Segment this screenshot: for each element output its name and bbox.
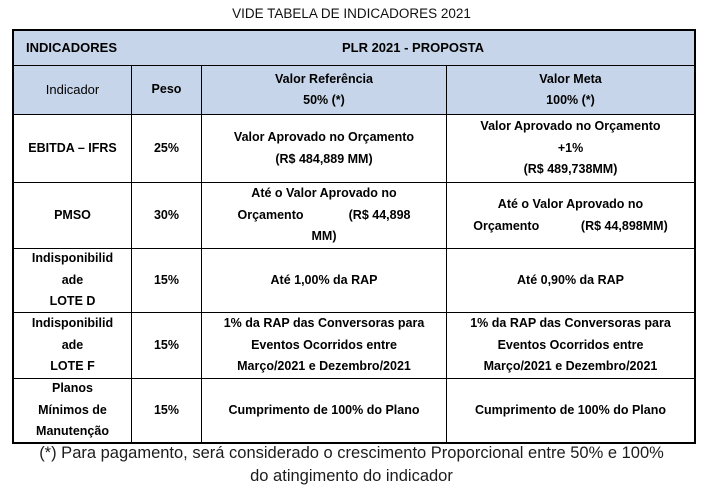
cell-line: Orçamento (R$ 44,898MM) — [473, 218, 668, 233]
cell-line: 50% (*) — [303, 93, 345, 107]
reference-value-cell: 1% da RAP das Conversoras para Eventos O… — [202, 313, 447, 378]
subheader-indicador-label: Indicador — [45, 82, 100, 98]
cell-line: Até o Valor Aprovado no — [497, 197, 644, 211]
meta-value-cell: Cumprimento de 100% do Plano — [447, 379, 694, 442]
header-proposta-label: PLR 2021 - PROPOSTA — [341, 40, 485, 56]
indicator-cell: EBITDA – IFRS — [14, 115, 132, 182]
table-row-pmso: PMSO 30% Até o Valor Aprovado no Orçamen… — [14, 183, 694, 249]
footnote-line-2: do atingimento do indicador — [250, 467, 453, 485]
footnote-line-1: (*) Para pagamento, será considerado o c… — [39, 444, 664, 462]
cell-line: Mínimos de — [38, 402, 107, 417]
subheader-cell-valor-referencia: Valor Referência 50% (*) — [202, 66, 447, 114]
cell-line: Valor Meta — [539, 71, 602, 86]
cell-line: Até o Valor Aprovado no — [251, 186, 397, 201]
cell-line: +1% — [557, 140, 584, 155]
cell-line: Março/2021 e Dezembro/2021 — [237, 359, 411, 374]
meta-value-cell: Até 0,90% da RAP — [447, 249, 694, 312]
cell-line: 15% — [153, 337, 180, 352]
weight-cell: 15% — [132, 313, 202, 378]
cell-line: Até 1,00% da RAP — [270, 272, 378, 287]
cell-line: 1% da RAP das Conversoras para — [223, 316, 425, 331]
cell-line: (R$ 484,889 MM) — [275, 151, 373, 166]
reference-value-cell: Valor Aprovado no Orçamento (R$ 484,889 … — [202, 115, 447, 182]
indicator-cell: Indisponibilid ade LOTE F — [14, 313, 132, 378]
reference-value-cell: Até o Valor Aprovado no Orçamento (R$ 44… — [202, 183, 447, 248]
header-cell-indicadores: INDICADORES — [14, 31, 132, 65]
cell-line: 30% — [153, 207, 180, 222]
reference-value-cell: Cumprimento de 100% do Plano — [202, 379, 447, 442]
table-row-lote-f: Indisponibilid ade LOTE F 15% 1% da RAP … — [14, 313, 694, 379]
cell-line: Orçamento (R$ 44,898 — [237, 207, 411, 222]
cell-line: 1% da RAP das Conversoras para — [470, 316, 671, 331]
cell-line: (R$ 489,738MM) — [523, 162, 618, 177]
cell-line: 100% (*) — [546, 93, 595, 107]
cell-line: Valor Aprovado no Orçamento — [233, 130, 415, 144]
cell-line: MM) — [311, 229, 337, 244]
cell-line: ade — [61, 337, 84, 352]
table-row-lote-d: Indisponibilid ade LOTE D 15% Até 1,00% … — [14, 249, 694, 313]
table-row-planos: Planos Mínimos de Manutenção 15% Cumprim… — [14, 379, 694, 442]
subheader-cell-peso: Peso — [132, 66, 202, 114]
subheader-peso-label: Peso — [151, 82, 182, 97]
cell-line: 15% — [153, 272, 180, 287]
meta-value-cell: Até o Valor Aprovado no Orçamento (R$ 44… — [447, 183, 694, 248]
cell-line: Manutenção — [36, 424, 109, 439]
cell-line: ade — [61, 272, 84, 287]
table-row-ebitda: EBITDA – IFRS 25% Valor Aprovado no Orça… — [14, 115, 694, 183]
cell-line: Até 0,90% da RAP — [517, 272, 624, 287]
cell-line: Valor Aprovado no Orçamento — [480, 119, 661, 134]
cell-line: Indisponibilid — [31, 316, 114, 331]
header-cell-proposta: PLR 2021 - PROPOSTA — [132, 31, 694, 65]
indicator-cell: Indisponibilid ade LOTE D — [14, 249, 132, 312]
table-header-row: INDICADORES PLR 2021 - PROPOSTA — [14, 31, 694, 66]
cell-line: Eventos Ocorridos entre — [251, 337, 397, 352]
weight-cell: 25% — [132, 115, 202, 182]
weight-cell: 30% — [132, 183, 202, 248]
cell-line: PMSO — [54, 207, 91, 222]
weight-cell: 15% — [132, 379, 202, 442]
header-indicadores-label: INDICADORES — [26, 40, 118, 56]
cell-line: Cumprimento de 100% do Plano — [228, 402, 420, 417]
reference-value-cell: Até 1,00% da RAP — [202, 249, 447, 312]
indicator-cell: Planos Mínimos de Manutenção — [14, 379, 132, 442]
cell-line: LOTE F — [50, 359, 95, 374]
subheader-cell-valor-meta: Valor Meta 100% (*) — [447, 66, 694, 114]
subheader-cell-indicador: Indicador — [14, 66, 132, 114]
cell-line: Cumprimento de 100% do Plano — [474, 402, 666, 417]
indicator-cell: PMSO — [14, 183, 132, 248]
table-subheader-row: Indicador Peso Valor Referência 50% (*) … — [14, 66, 694, 115]
meta-value-cell: 1% da RAP das Conversoras para Eventos O… — [447, 313, 694, 378]
cell-line: 15% — [153, 402, 180, 417]
cell-line: Planos — [52, 381, 93, 396]
meta-value-cell: Valor Aprovado no Orçamento +1% (R$ 489,… — [447, 115, 694, 182]
footnote: (*) Para pagamento, será considerado o c… — [0, 442, 703, 488]
cell-line: Eventos Ocorridos entre — [497, 337, 644, 352]
cell-line: EBITDA – IFRS — [28, 140, 117, 155]
cell-line: 25% — [153, 140, 180, 155]
cell-line: Março/2021 e Dezembro/2021 — [483, 359, 658, 374]
table-title: VIDE TABELA DE INDICADORES 2021 — [232, 6, 471, 21]
cell-line: Indisponibilid — [31, 251, 114, 266]
weight-cell: 15% — [132, 249, 202, 312]
cell-line: Valor Referência — [275, 71, 373, 86]
cell-line: LOTE D — [49, 294, 96, 309]
indicators-table: INDICADORES PLR 2021 - PROPOSTA Indicado… — [12, 29, 696, 444]
